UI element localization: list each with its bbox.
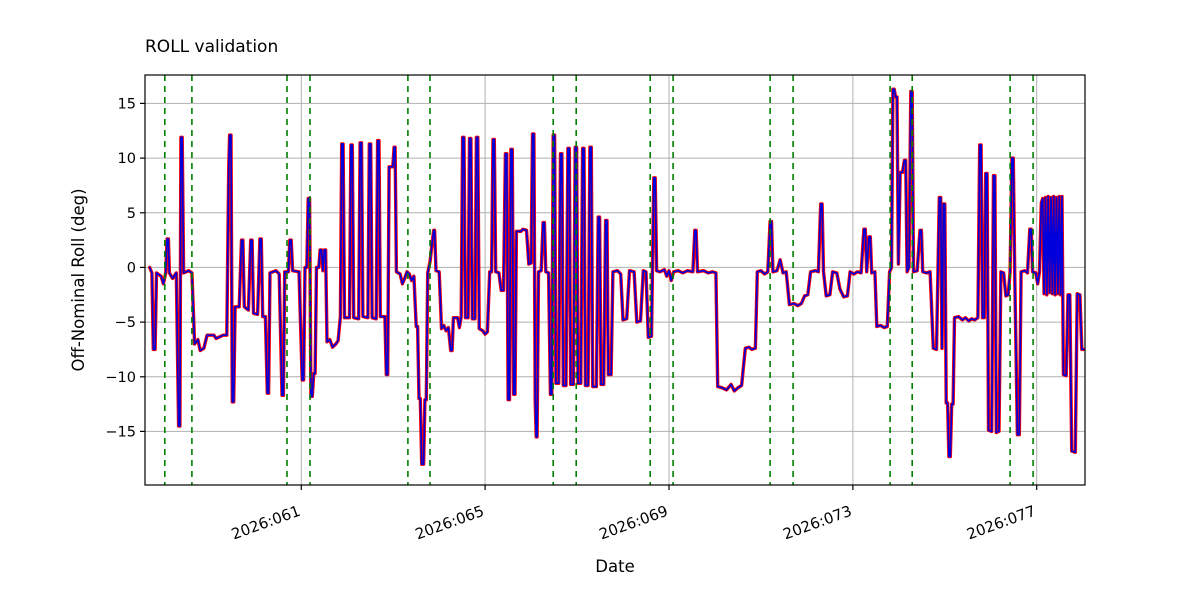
x-tick-label: 2026:065 bbox=[413, 502, 487, 543]
y-tick-label: −10 bbox=[105, 370, 136, 386]
x-tick-label: 2026:073 bbox=[781, 502, 855, 543]
x-tick-label: 2026:077 bbox=[964, 502, 1038, 543]
chart-title: ROLL validation bbox=[145, 37, 279, 57]
measured-roll-line bbox=[148, 88, 1085, 466]
x-tick-label: 2026:069 bbox=[597, 502, 671, 543]
y-tick-label: 5 bbox=[127, 206, 136, 222]
y-tick-label: 15 bbox=[118, 96, 136, 112]
y-tick-label: −15 bbox=[105, 424, 136, 440]
x-axis-label: Date bbox=[595, 557, 634, 576]
x-tick-label: 2026:061 bbox=[229, 502, 303, 543]
y-axis-label: Off-Nominal Roll (deg) bbox=[69, 188, 88, 371]
y-tick-label: 0 bbox=[127, 260, 136, 276]
axes-frame bbox=[144, 74, 1086, 486]
y-tick-label: −5 bbox=[115, 315, 136, 331]
y-tick-label: 10 bbox=[118, 151, 136, 167]
